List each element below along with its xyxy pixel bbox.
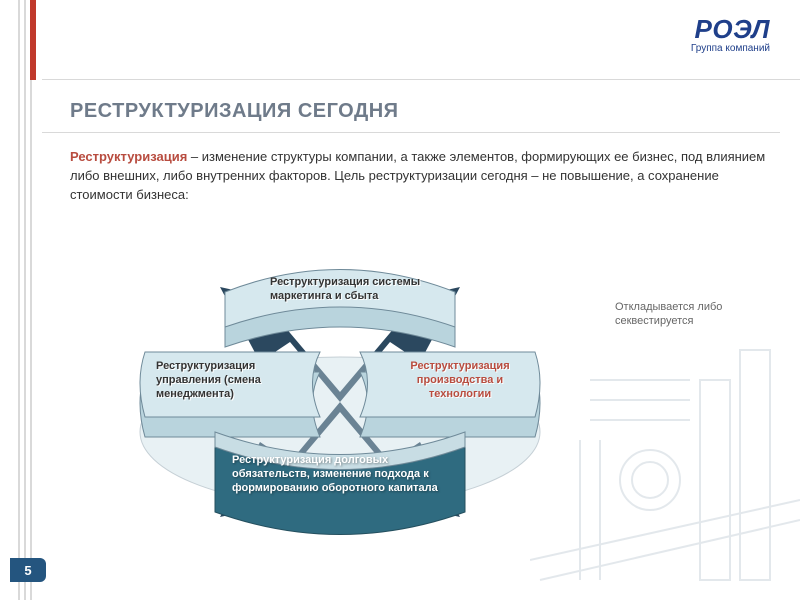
segment-right-label: Реструктуризация производства и технолог… <box>390 360 530 401</box>
diagram-annotation: Откладывается либо секвестируется <box>615 300 775 329</box>
header: РОЭЛ Группа компаний <box>42 0 800 80</box>
restructuring-diagram: Реструктуризация системы маркетинга и сб… <box>60 232 620 572</box>
rail-line <box>18 0 20 600</box>
logo: РОЭЛ Группа компаний <box>691 14 770 54</box>
page-number-value: 5 <box>10 558 46 582</box>
left-rail <box>0 0 42 600</box>
segment-bottom-label: Реструктуризация долговых обязательств, … <box>232 454 462 495</box>
logo-text: РОЭЛ <box>691 14 770 45</box>
intro-term: Реструктуризация <box>70 149 187 164</box>
rail-line <box>24 0 26 600</box>
rail-line <box>30 0 32 600</box>
page-title: РЕСТРУКТУРИЗАЦИЯ СЕГОДНЯ <box>70 100 399 123</box>
segment-top-label: Реструктуризация системы маркетинга и сб… <box>270 276 470 304</box>
title-divider <box>42 132 780 133</box>
page-number: 5 <box>10 558 46 582</box>
intro-paragraph: Реструктуризация – изменение структуры к… <box>70 148 770 205</box>
segment-left-label: Реструктуризация управления (смена менед… <box>156 360 306 401</box>
rail-accent <box>30 0 36 80</box>
logo-subtitle: Группа компаний <box>691 43 770 54</box>
